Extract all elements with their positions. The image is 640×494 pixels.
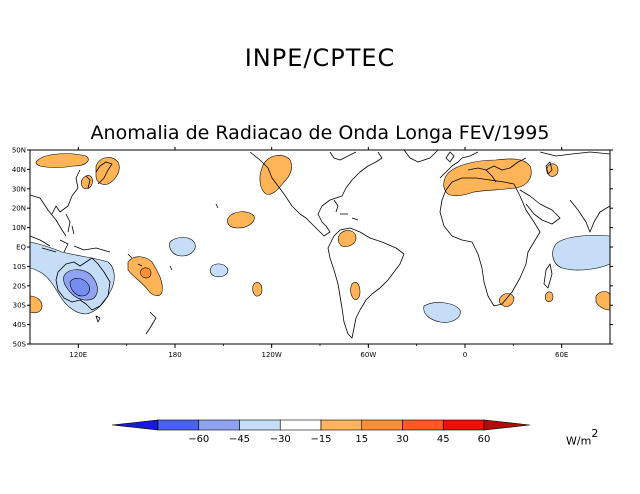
coastline-tasmania	[95, 315, 101, 323]
negative-anomaly-australia-core	[63, 269, 98, 301]
coastline-british-isles	[445, 151, 455, 163]
coastline-greenland	[403, 149, 439, 163]
positive-anomaly-mexico	[259, 155, 292, 195]
colorbar-arrow-left	[111, 419, 159, 431]
positive-anomaly-central-pacific	[227, 211, 255, 229]
latitude-axis: 50N 40N 30N 20N 10N EQ 10S 20S 30S 40S 50S	[12, 147, 613, 349]
positive-anomaly-southeast-pacific	[252, 282, 263, 297]
colorbar-swatch	[198, 419, 240, 431]
lat-label: 10S	[13, 263, 27, 271]
negative-anomaly-southeast-pacific	[423, 302, 461, 323]
lon-label: 180	[168, 351, 181, 359]
coastline-asia-north	[539, 151, 611, 157]
coastline-africa	[439, 177, 541, 307]
coastline-korea	[85, 175, 91, 189]
lat-label: 30N	[12, 185, 26, 193]
colorbar-tick-label: 45	[437, 434, 450, 445]
coastline-caribbean	[340, 213, 359, 221]
colorbar-swatch	[442, 419, 485, 431]
colorbar-tick-label: 30	[396, 434, 409, 445]
lat-label: 10N	[12, 224, 26, 232]
coastline-australia	[55, 257, 111, 311]
negative-anomaly-australia-inner	[69, 278, 90, 297]
positive-anomaly-madagascar	[544, 291, 554, 302]
colorbar-tick-label: −15	[310, 434, 331, 445]
coastline-florida	[333, 199, 339, 213]
lat-label: 50N	[12, 147, 26, 155]
lat-label: EQ	[16, 244, 26, 252]
colorbar-swatch	[402, 419, 444, 431]
colorbar-tick-label: −60	[188, 434, 209, 445]
coastline-india	[569, 199, 611, 233]
anomaly-shading	[29, 153, 611, 323]
coastline-indonesia	[29, 235, 111, 253]
lat-label: 30S	[13, 302, 27, 310]
lon-label: 120W	[262, 351, 282, 359]
colorbar-arrow-right	[483, 419, 531, 431]
positive-anomaly-west-pacific-ridge	[80, 175, 93, 190]
coastline-east-asia	[29, 169, 81, 237]
lat-label: 40N	[12, 166, 26, 174]
negative-anomaly-indian-ocean	[552, 234, 611, 271]
longitude-axis: 120E 180 120W 60W 0 60E	[69, 147, 568, 359]
coastline-south-america	[327, 227, 405, 339]
colorbar-swatch	[320, 419, 363, 431]
positive-anomaly-west-edge	[29, 295, 43, 314]
positive-anomaly-south-pacific-core	[140, 267, 152, 279]
coastline-italy	[485, 169, 497, 183]
coastline-caspian	[545, 161, 553, 175]
colorbar-swatch	[361, 419, 403, 431]
colorbar-tick-label: 60	[478, 434, 491, 445]
colorbar-tick-label: −30	[270, 434, 291, 445]
colorbar-swatch	[157, 419, 200, 431]
colorbar: −60 −45 −30 −15 15 30 45 60	[111, 419, 531, 445]
colorbar-tick-label: 15	[355, 434, 368, 445]
coastline-pacific-islands	[127, 203, 219, 271]
lon-label: 60E	[555, 351, 568, 359]
coastline-europe	[439, 151, 527, 179]
units-base: W/m	[566, 434, 592, 448]
units-exponent: 2	[591, 427, 599, 440]
lat-label: 20S	[13, 282, 27, 290]
map-subtitle: Anomalia de Radiacao de Onda Longa FEV/1…	[90, 122, 550, 144]
coastlines	[29, 149, 611, 339]
lon-label: 0	[463, 351, 467, 359]
negative-anomaly-south-pacific	[209, 263, 229, 278]
coastline-philippines	[65, 213, 75, 235]
coastline-north-america	[249, 151, 383, 237]
coastline-japan	[95, 161, 113, 185]
lon-label: 60W	[360, 351, 376, 359]
positive-anomaly-north-pacific-asia	[35, 153, 89, 168]
units-label: W/m2	[566, 427, 599, 448]
coastline-madagascar	[543, 263, 553, 289]
lat-label: 20N	[12, 205, 26, 213]
coastline-arabia	[519, 189, 561, 225]
colorbar-swatch	[239, 419, 281, 431]
lon-label: 120E	[69, 351, 87, 359]
lat-label: 40S	[13, 321, 27, 329]
page-title: INPE/CPTEC	[244, 44, 396, 72]
positive-anomaly-south-america	[350, 282, 361, 300]
lat-label: 50S	[13, 341, 27, 349]
colorbar-tick-label: −45	[229, 434, 250, 445]
negative-anomaly-central-pacific	[169, 237, 196, 257]
coastline-hudson-labrador	[329, 151, 357, 161]
colorbar-swatch	[279, 419, 322, 431]
positive-anomaly-north-south-america	[337, 230, 357, 247]
coastline-new-zealand	[145, 311, 157, 335]
